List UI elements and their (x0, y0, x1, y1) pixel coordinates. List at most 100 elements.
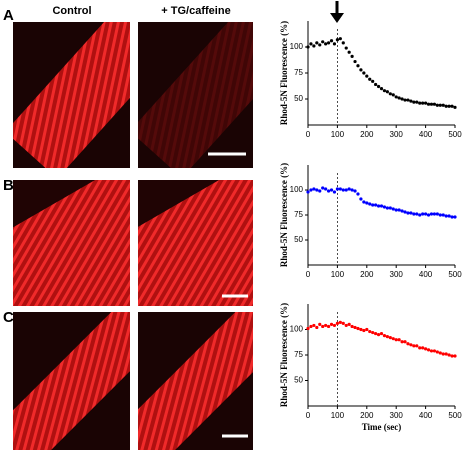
column-header: + TG/caffeine (161, 5, 230, 17)
x-tick-label: 0 (306, 411, 311, 420)
data-point (424, 212, 428, 216)
data-point (418, 346, 422, 350)
data-point (382, 89, 387, 93)
panel-label: B (3, 177, 14, 194)
y-axis-label: Rhod-5N Fluorescence (%) (279, 303, 289, 407)
data-point (447, 104, 451, 108)
data-point (312, 323, 316, 328)
panel-label: C (3, 309, 14, 326)
data-point (350, 324, 354, 329)
x-tick-label: 300 (390, 411, 404, 420)
x-tick-label: 0 (306, 270, 311, 279)
y-tick-label: 50 (294, 235, 303, 244)
x-tick-label: 500 (448, 411, 462, 420)
y-tick-label: 75 (294, 210, 303, 219)
data-point (397, 338, 401, 342)
y-axis-label: Rhod-5N Fluorescence (%) (279, 163, 289, 267)
data-point (453, 354, 457, 358)
data-point (409, 343, 413, 347)
data-point (403, 210, 407, 214)
data-point (444, 352, 448, 356)
data-point (391, 337, 395, 341)
data-point (312, 187, 316, 191)
data-point (374, 203, 378, 207)
data-point (438, 213, 442, 217)
data-point (368, 202, 372, 206)
data-point (371, 79, 375, 83)
data-point (359, 68, 363, 72)
x-tick-label: 500 (448, 130, 462, 139)
data-point (341, 321, 345, 325)
data-point (447, 353, 451, 357)
data-point (388, 206, 392, 210)
data-point (444, 104, 448, 108)
data-point (324, 187, 328, 191)
data-point (344, 188, 348, 192)
data-point (426, 102, 431, 106)
y-axis-label: Rhod-5N Fluorescence (%) (279, 21, 289, 125)
data-point (315, 188, 319, 192)
data-point (421, 212, 425, 216)
data-point (365, 201, 369, 205)
x-tick-label: 200 (360, 411, 374, 420)
data-point (335, 321, 339, 325)
data-point (338, 320, 342, 324)
x-tick-label: 400 (419, 411, 433, 420)
data-point (321, 324, 325, 329)
data-point (344, 323, 348, 328)
data-point (306, 190, 310, 194)
arrow-head (330, 13, 344, 23)
data-point (306, 45, 310, 49)
data-point (374, 82, 378, 87)
x-tick-label: 200 (360, 130, 374, 139)
panel-label: A (3, 7, 14, 24)
data-point (441, 213, 445, 217)
data-point (429, 349, 434, 353)
data-point (371, 330, 375, 335)
data-point (432, 349, 437, 353)
data-point (426, 348, 431, 352)
data-point (391, 93, 395, 97)
data-point (318, 322, 322, 326)
data-point (338, 187, 342, 191)
data-point (441, 103, 445, 107)
data-point (315, 41, 319, 45)
data-point (347, 322, 351, 326)
data-point (391, 207, 395, 211)
data-point (394, 95, 398, 99)
data-point (379, 331, 384, 336)
data-point (321, 186, 325, 190)
data-point (388, 336, 392, 340)
data-point (353, 325, 357, 330)
data-point (453, 105, 457, 109)
data-point (329, 188, 334, 192)
data-point (397, 208, 401, 212)
data-point (450, 215, 454, 219)
x-tick-label: 400 (419, 130, 433, 139)
data-point (341, 188, 345, 192)
data-point (429, 212, 434, 216)
data-point (415, 344, 419, 348)
data-point (362, 328, 366, 333)
data-point (400, 340, 404, 344)
data-point (406, 98, 410, 102)
data-point (400, 97, 404, 101)
data-point (356, 326, 360, 331)
x-tick-label: 100 (331, 130, 345, 139)
data-point (362, 71, 366, 75)
data-point (376, 204, 381, 208)
data-point (335, 187, 339, 191)
y-tick-label: 100 (290, 325, 304, 334)
data-point (347, 187, 351, 191)
data-point (418, 101, 422, 105)
data-point (338, 37, 342, 41)
y-tick-label: 50 (294, 94, 303, 103)
data-point (362, 200, 366, 204)
data-point (318, 43, 322, 47)
column-header: Control (52, 5, 91, 17)
data-point (341, 41, 345, 45)
y-tick-label: 100 (290, 185, 304, 194)
data-point (324, 323, 328, 328)
data-point (394, 338, 398, 342)
data-point (365, 74, 369, 78)
